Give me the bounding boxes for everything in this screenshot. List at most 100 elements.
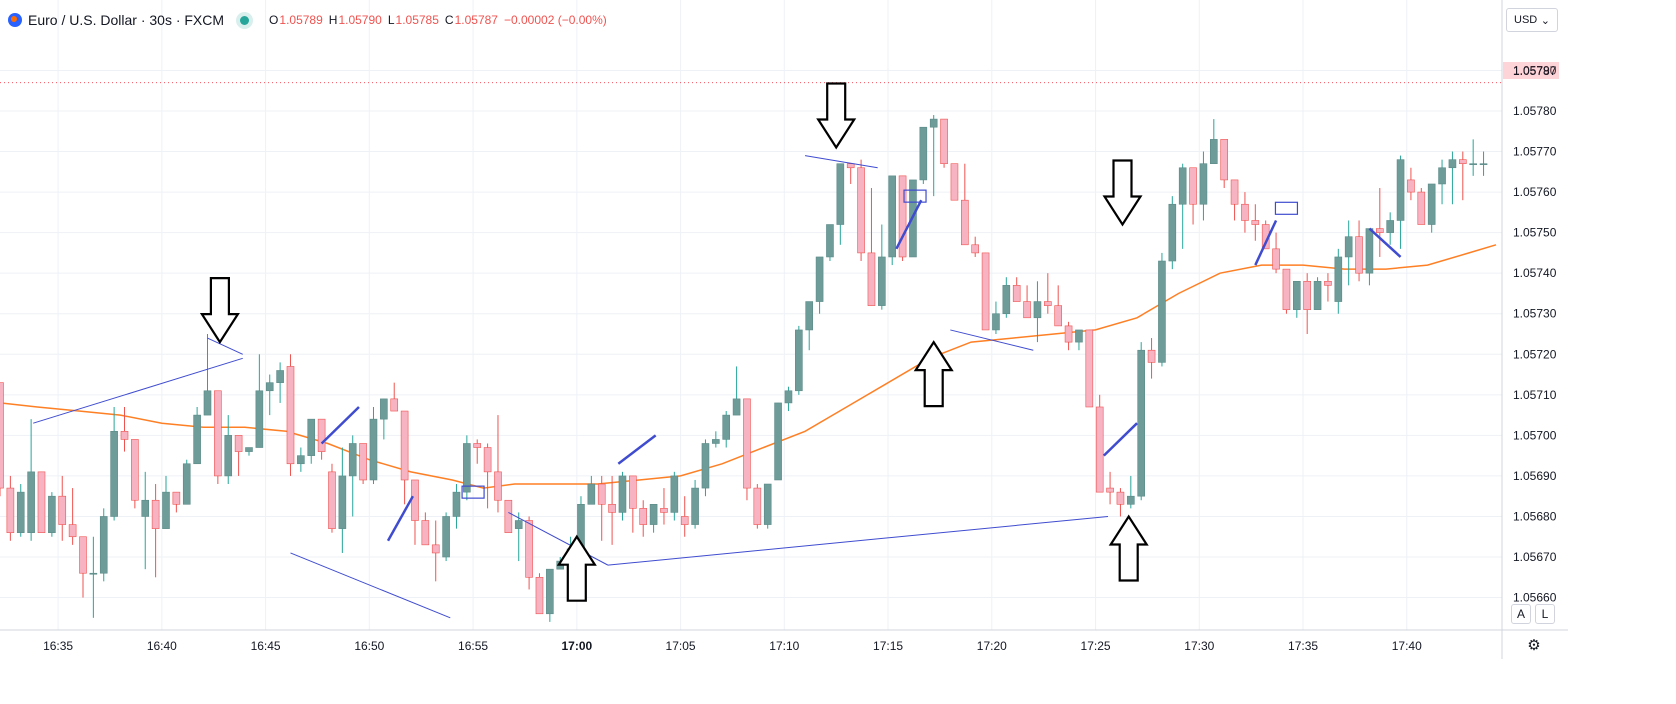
candle-body — [608, 504, 616, 513]
candle-up — [670, 471, 679, 521]
candle-body — [1324, 280, 1332, 286]
candle-body — [691, 487, 699, 525]
time-tick-label: 16:35 — [43, 639, 73, 653]
trend-line — [33, 357, 243, 424]
candle-body — [546, 568, 554, 615]
settings-gear-icon[interactable]: ⚙ — [1524, 635, 1544, 655]
candle-body — [826, 224, 834, 258]
trend-line — [508, 511, 609, 566]
time-tick-label: 17:10 — [769, 639, 799, 653]
candle-down — [1116, 488, 1125, 517]
candle-down — [950, 163, 959, 201]
candle-body — [1230, 179, 1239, 205]
highlight-box — [1274, 201, 1299, 215]
candle-body — [182, 463, 191, 505]
candle-body — [1033, 301, 1042, 319]
candle-up — [162, 475, 170, 529]
candle-down — [1459, 151, 1467, 201]
candle-up — [795, 325, 803, 395]
candle-body — [265, 382, 274, 392]
candle-body — [1469, 163, 1477, 165]
currency-select[interactable]: USD ⌄ — [1506, 8, 1558, 32]
candle-up — [1002, 277, 1011, 318]
arrow-up-icon — [556, 534, 597, 602]
price-tick-label: 1.05730 — [1513, 307, 1557, 321]
candle-up — [712, 431, 720, 448]
candle-down — [1085, 329, 1094, 408]
candle-down — [1355, 220, 1363, 282]
candle-body — [992, 313, 1000, 331]
candle-down — [867, 188, 876, 306]
candle-up — [452, 484, 461, 529]
candle-body — [255, 390, 264, 448]
candle-body — [411, 479, 419, 521]
candle-body — [483, 447, 492, 473]
candle-up — [1178, 163, 1187, 249]
candle-down — [1095, 394, 1104, 493]
auto-scale-button[interactable]: A — [1511, 604, 1531, 624]
candle-down — [286, 354, 295, 476]
time-tick-label: 17:40 — [1392, 639, 1422, 653]
candle-body — [815, 256, 824, 302]
candle-down — [525, 516, 533, 590]
time-tick-label: 17:15 — [873, 639, 903, 653]
candle-body — [784, 390, 793, 404]
candle-body — [514, 520, 523, 529]
open-value: 1.05789 — [279, 13, 323, 27]
chevron-down-icon: ⌄ — [1540, 14, 1550, 27]
candle-down — [317, 418, 326, 460]
candle-down — [1147, 338, 1156, 379]
candle-down — [846, 163, 855, 184]
moving-average-layer — [0, 244, 1497, 489]
candle-body — [867, 252, 876, 306]
candle-up — [1127, 475, 1135, 509]
log-scale-button[interactable]: L — [1535, 604, 1555, 624]
candle-up — [826, 224, 834, 262]
candle-down — [1012, 277, 1021, 302]
candle-body — [1054, 305, 1062, 327]
moving-average-line — [0, 244, 1497, 489]
close-label: C — [444, 13, 454, 27]
candle-body — [1355, 236, 1363, 274]
candle-body — [0, 382, 4, 489]
candle-down — [680, 496, 689, 537]
candle-up — [1386, 212, 1394, 245]
candle-up — [224, 415, 233, 485]
candle-body — [1002, 285, 1011, 315]
price-axis[interactable]: 1.05660 1.05670 1.05680 1.05690 1.05700 1.057… — [1501, 0, 1557, 659]
candle-body — [151, 499, 160, 529]
trend-line — [607, 515, 1109, 566]
low-label: L — [387, 13, 395, 27]
candle-down — [494, 415, 502, 513]
candle-body — [421, 520, 430, 546]
high-value: 1.05790 — [338, 13, 382, 27]
price-tick-label: 1.05770 — [1513, 145, 1557, 159]
candle-up — [546, 568, 554, 622]
candle-body — [120, 431, 129, 440]
time-tick-label: 17:35 — [1288, 639, 1318, 653]
candle-up — [1469, 139, 1477, 176]
candle-down — [359, 443, 367, 485]
candle-body — [712, 439, 720, 444]
candle-body — [317, 418, 326, 452]
candle-down — [639, 500, 648, 537]
candle-body — [753, 487, 762, 525]
candle-body — [37, 471, 46, 533]
price-tick-label: 1.05790 — [1513, 63, 1557, 77]
candle-up — [992, 301, 1000, 334]
candle-down — [743, 398, 751, 501]
candle-up — [1168, 196, 1177, 270]
symbol-title[interactable]: Euro / U.S. Dollar · 30s · FXCM — [28, 12, 225, 28]
chart-canvas[interactable]: 1.05660 1.05670 1.05680 1.05690 1.05700 1.057… — [0, 0, 1568, 659]
candle-down — [151, 484, 160, 578]
candle-body — [1116, 491, 1125, 505]
candle-up — [27, 419, 35, 541]
candle-body — [58, 495, 67, 525]
candle-up — [1199, 151, 1208, 221]
candle-down — [421, 512, 430, 546]
time-axis[interactable]: 16:35 16:40 16:45 16:50 16:55 17:00 17:05 17:10… — [0, 629, 1568, 653]
arrow-up-icon — [913, 340, 954, 408]
candle-body — [1106, 487, 1114, 493]
candle-body — [535, 576, 544, 615]
candle-body — [1293, 280, 1301, 310]
